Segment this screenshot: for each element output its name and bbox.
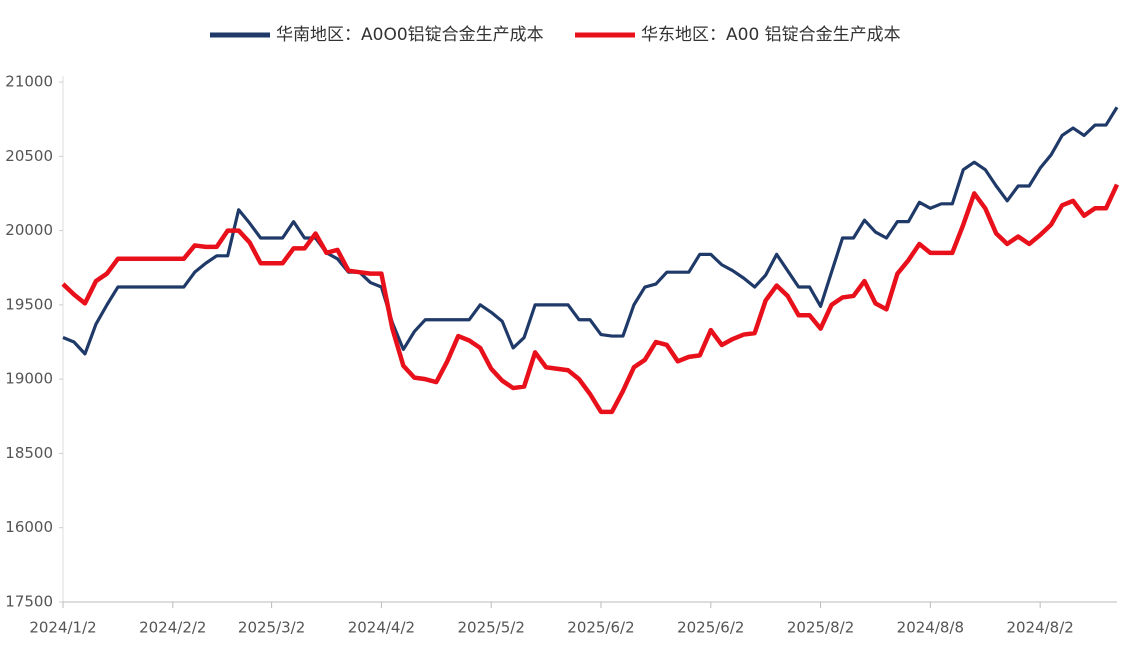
x-tick-label: 2025/5/2: [458, 619, 525, 637]
y-tick-label: 16000: [5, 518, 53, 536]
y-tick-label: 20500: [5, 147, 53, 165]
x-tick-label: 2024/2/2: [139, 619, 206, 637]
x-tick-label: 2025/6/2: [677, 619, 744, 637]
x-tick-label: 2025/8/2: [787, 619, 854, 637]
x-tick-label: 2025/6/2: [567, 619, 634, 637]
series-line: [61, 183, 1120, 415]
x-tick-label: 2024/4/2: [348, 619, 415, 637]
y-tick-label: 18500: [5, 444, 53, 462]
legend-label: 华南地区：A0O0铝锭合金生产成本: [276, 25, 544, 45]
x-tick-label: 2024/1/2: [29, 619, 96, 637]
series-line: [62, 106, 1119, 356]
x-tick-label: 2024/8/2: [1006, 619, 1073, 637]
y-tick-label: 19000: [5, 370, 53, 388]
legend-label: 华东地区：A00 铝锭合金生产成本: [641, 25, 901, 45]
y-tick-label: 20000: [5, 221, 53, 239]
y-tick-label: 19500: [5, 295, 53, 313]
x-tick-label: 2024/8/8: [897, 619, 964, 637]
y-tick-label: 21000: [5, 73, 53, 91]
y-tick-label: 17500: [5, 593, 53, 611]
x-tick-label: 2025/3/2: [238, 619, 305, 637]
